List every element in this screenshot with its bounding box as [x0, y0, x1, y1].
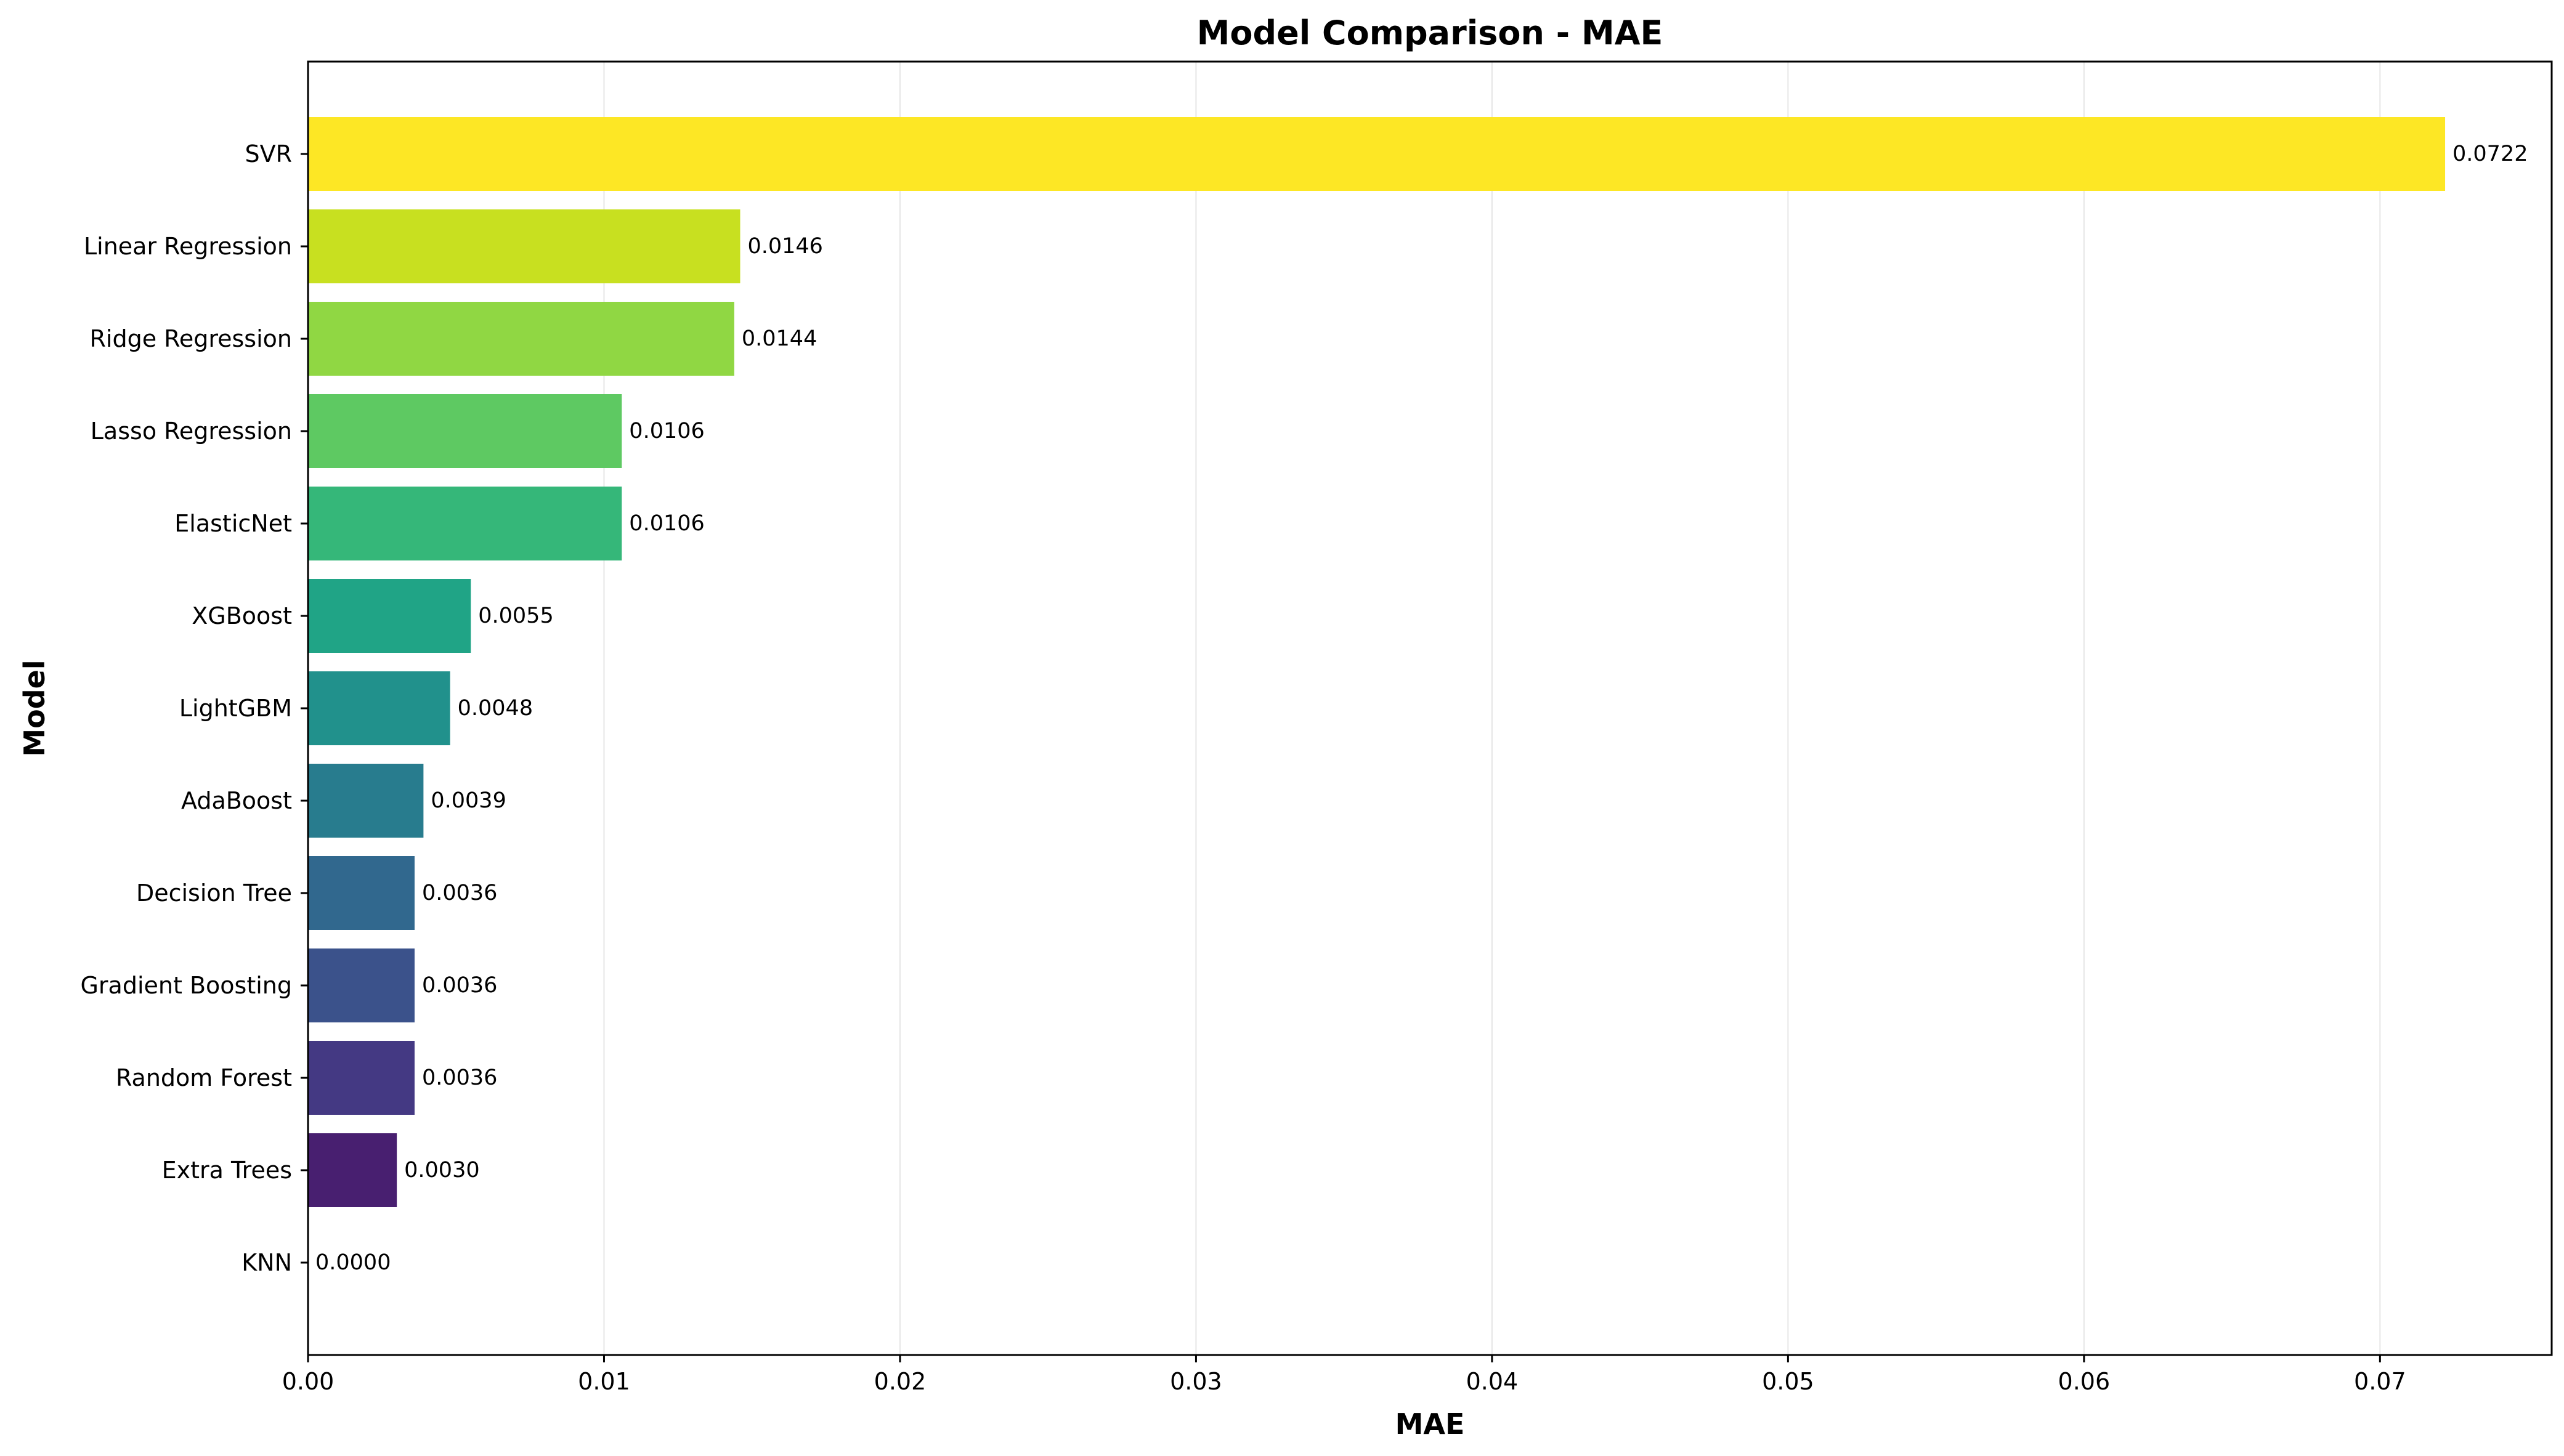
- bar-value-label: 0.0000: [315, 1250, 391, 1275]
- y-tick-label: Extra Trees: [162, 1157, 292, 1184]
- y-tick-label: XGBoost: [192, 602, 292, 629]
- bar: [308, 487, 622, 560]
- y-tick-label: Gradient Boosting: [80, 972, 292, 999]
- x-tick-label: 0.03: [1170, 1368, 1222, 1395]
- bar-value-label: 0.0036: [422, 881, 497, 905]
- bar: [308, 209, 740, 283]
- y-tick-label: SVR: [245, 140, 292, 168]
- bar-value-label: 0.0722: [2452, 142, 2528, 166]
- bars: [308, 117, 2446, 1207]
- y-tick-label: Decision Tree: [136, 880, 292, 907]
- x-axis-label: MAE: [1395, 1407, 1465, 1441]
- y-tick-label: Linear Regression: [84, 233, 292, 260]
- bar: [308, 579, 471, 653]
- x-tick-label: 0.02: [874, 1368, 927, 1395]
- bar: [308, 1133, 397, 1207]
- y-tick-label: Lasso Regression: [91, 418, 292, 445]
- value-labels: 0.0722 0.0146 0.0144 0.0106 0.0106 0.0055 0.00…: [315, 142, 2528, 1275]
- y-tick-label: KNN: [241, 1249, 292, 1276]
- bar: [308, 764, 424, 838]
- x-tick-label: 0.00: [282, 1368, 335, 1395]
- y-axis-label: Model: [18, 660, 51, 756]
- y-tick-label: Ridge Regression: [89, 325, 292, 352]
- bar-value-label: 0.0039: [431, 788, 506, 813]
- x-tick-label: 0.01: [578, 1368, 630, 1395]
- bar-value-label: 0.0106: [629, 511, 704, 536]
- bar: [308, 394, 622, 468]
- bar-value-label: 0.0036: [422, 1066, 497, 1090]
- x-tick-label: 0.07: [2354, 1368, 2406, 1395]
- bar: [308, 856, 415, 930]
- x-tick-label: 0.05: [1762, 1368, 1814, 1395]
- axis-ticks: 0.00 0.01 0.02 0.03 0.04 0.05 0.06 0.07 SVR Linea…: [80, 140, 2406, 1395]
- y-tick-label: LightGBM: [179, 695, 292, 722]
- bar-value-label: 0.0036: [422, 973, 497, 998]
- chart-title: Model Comparison - MAE: [1197, 14, 1663, 52]
- x-tick-label: 0.04: [1466, 1368, 1519, 1395]
- y-tick-label: AdaBoost: [181, 787, 292, 814]
- y-tick-label: ElasticNet: [174, 510, 292, 537]
- bar: [308, 1041, 415, 1115]
- x-tick-label: 0.06: [2058, 1368, 2111, 1395]
- bar-value-label: 0.0048: [458, 696, 533, 721]
- bar-value-label: 0.0144: [742, 326, 817, 351]
- bar-value-label: 0.0106: [629, 419, 704, 443]
- bar-value-label: 0.0055: [478, 604, 553, 628]
- bar: [308, 302, 734, 376]
- bar: [308, 671, 450, 745]
- bar-value-label: 0.0146: [747, 234, 822, 259]
- bar-value-label: 0.0030: [404, 1158, 479, 1183]
- y-tick-label: Random Forest: [116, 1064, 292, 1091]
- bar: [308, 948, 415, 1022]
- bar: [308, 117, 2446, 191]
